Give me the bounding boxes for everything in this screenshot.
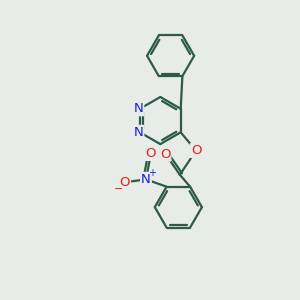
Text: O: O [119,176,130,189]
Text: O: O [191,144,201,157]
Text: +: + [148,169,156,178]
Text: N: N [134,102,143,115]
Text: O: O [160,148,170,160]
Text: N: N [134,126,143,139]
Text: −: − [114,184,124,194]
Text: N: N [141,173,151,186]
Text: O: O [145,147,156,160]
